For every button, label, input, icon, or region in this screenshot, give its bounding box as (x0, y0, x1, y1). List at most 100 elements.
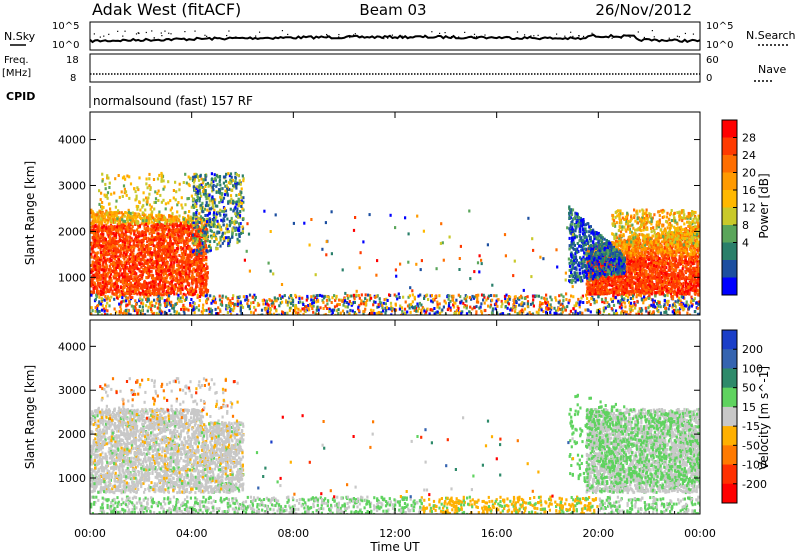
scatter-cell (184, 293, 187, 297)
scatter-cell (234, 212, 237, 216)
scatter-cell (104, 272, 107, 276)
scatter-cell (192, 227, 195, 231)
scatter-cell (143, 216, 146, 220)
scatter-cell (99, 274, 102, 277)
scatter-cell (167, 180, 170, 184)
scatter-cell (104, 282, 107, 286)
scatter-cell (157, 270, 160, 274)
scatter-cell (110, 258, 113, 262)
scatter-cell (112, 215, 115, 219)
nsearch-point (676, 35, 679, 37)
scatter-cell (135, 284, 138, 288)
scatter-cell (91, 228, 94, 232)
scatter-cell (126, 275, 129, 279)
scatter-cell (175, 255, 178, 259)
scatter-cell (167, 225, 170, 229)
scatter-cell (175, 251, 178, 255)
scatter-cell (196, 192, 199, 196)
scatter-cell (194, 223, 197, 227)
scatter-cell (196, 237, 199, 241)
scatter-cell (204, 285, 207, 289)
scatter-cell (192, 206, 195, 209)
scatter-cell (633, 250, 636, 254)
scatter-cell (92, 290, 95, 294)
scatter-cell (143, 252, 146, 256)
scatter-cell (658, 240, 661, 244)
freq-label: Freq. (4, 55, 29, 66)
scatter-cell (194, 263, 197, 267)
scatter-cell (219, 191, 222, 195)
scatter-cell (184, 210, 187, 214)
scatter-cell (140, 247, 143, 251)
scatter-cell (686, 254, 689, 258)
scatter-cell (175, 269, 178, 273)
scatter-cell (142, 191, 145, 195)
scatter-cell (111, 226, 114, 229)
scatter-cell (158, 280, 161, 284)
scatter-cell (150, 251, 153, 255)
scatter-cell (90, 270, 93, 274)
scatter-cell (152, 279, 155, 283)
scatter-cell (181, 262, 184, 266)
scatter-cell (138, 291, 142, 295)
scatter-cell (126, 272, 129, 276)
scatter-cell (193, 278, 196, 282)
scatter-cell (170, 261, 173, 265)
scatter-cell (693, 262, 696, 265)
scatter-cell (145, 268, 148, 272)
scatter-cell (113, 292, 116, 296)
scatter-cell (148, 281, 151, 285)
scatter-cell (169, 290, 173, 294)
scatter-cell (235, 202, 238, 206)
scatter-cell (128, 225, 131, 229)
scatter-cell (178, 237, 181, 241)
scatter-cell (153, 266, 156, 270)
scatter-cell (146, 284, 149, 288)
scatter-cell (222, 217, 225, 221)
scatter-cell (112, 252, 115, 256)
scatter-cell (208, 223, 211, 227)
scatter-cell (117, 232, 120, 236)
scatter-cell (194, 199, 197, 203)
scatter-cell (114, 266, 117, 270)
scatter-cell (227, 236, 230, 239)
scatter-cell (176, 247, 179, 250)
scatter-cell (228, 243, 231, 247)
scatter-cell (119, 254, 122, 258)
scatter-cell (187, 267, 190, 271)
scatter-cell (132, 272, 135, 276)
scatter-cell (104, 261, 107, 265)
scatter-cell (594, 290, 597, 294)
nsearch-point (643, 36, 645, 39)
scatter-cell (100, 274, 103, 278)
scatter-cell (140, 265, 143, 269)
scatter-cell (150, 256, 154, 259)
scatter-cell (129, 216, 132, 220)
scatter-cell (181, 265, 184, 269)
scatter-cell (186, 253, 189, 257)
scatter-cell (143, 247, 146, 251)
scatter-cell (235, 173, 238, 176)
scatter-cell (199, 279, 202, 283)
scatter-cell (116, 283, 119, 287)
scatter-cell (102, 265, 105, 269)
scatter-cell (160, 222, 163, 226)
scatter-cell (98, 292, 101, 296)
scatter-cell (109, 281, 112, 285)
nsearch-point (433, 36, 435, 39)
scatter-cell (157, 277, 160, 281)
scatter-cell (179, 278, 182, 282)
scatter-cell (117, 221, 120, 225)
scatter-cell (617, 248, 621, 252)
scatter-cell (165, 252, 168, 256)
scatter-cell (188, 258, 191, 262)
scatter-cell (192, 185, 195, 189)
scatter-cell (200, 222, 203, 225)
scatter-cell (222, 181, 225, 185)
scatter-cell (149, 289, 152, 293)
scatter-cell (117, 211, 121, 214)
scatter-cell (112, 231, 115, 235)
scatter-cell (170, 284, 174, 288)
scatter-cell (118, 266, 121, 270)
scatter-cell (188, 247, 191, 251)
